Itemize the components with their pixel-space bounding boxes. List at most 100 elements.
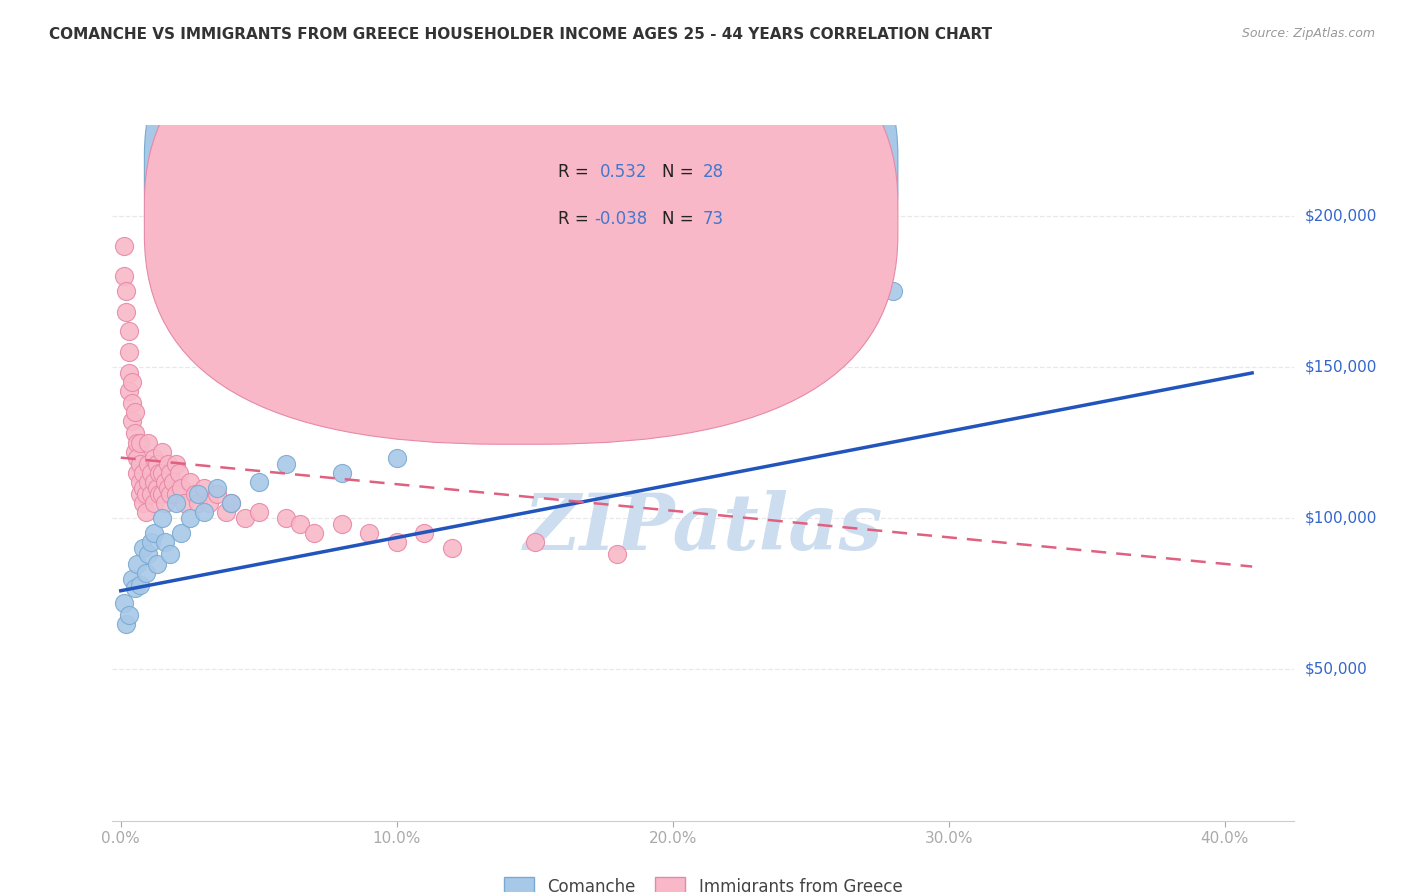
Point bbox=[145, 481, 167, 495]
Point bbox=[139, 535, 162, 549]
Point bbox=[156, 457, 179, 471]
Point bbox=[165, 496, 187, 510]
Point bbox=[150, 444, 173, 458]
Point bbox=[142, 526, 165, 541]
Point bbox=[127, 466, 149, 480]
Point bbox=[882, 285, 904, 299]
Point bbox=[132, 496, 155, 510]
Text: ZIPatlas: ZIPatlas bbox=[523, 491, 883, 566]
Point bbox=[135, 566, 157, 580]
Point bbox=[124, 444, 146, 458]
Point bbox=[139, 487, 162, 501]
Point bbox=[129, 435, 152, 450]
Point bbox=[276, 511, 298, 525]
Point bbox=[187, 487, 209, 501]
Text: $100,000: $100,000 bbox=[1305, 510, 1376, 525]
Text: -0.038: -0.038 bbox=[595, 210, 648, 227]
Point bbox=[193, 481, 215, 495]
Point bbox=[179, 475, 201, 489]
Point bbox=[129, 475, 152, 489]
Point bbox=[198, 496, 221, 510]
Point bbox=[162, 475, 184, 489]
FancyBboxPatch shape bbox=[485, 145, 786, 253]
Text: 28: 28 bbox=[703, 163, 724, 181]
Text: N =: N = bbox=[662, 163, 699, 181]
Point bbox=[385, 450, 408, 465]
Point bbox=[145, 457, 167, 471]
Point bbox=[165, 487, 187, 501]
Point bbox=[153, 475, 176, 489]
Point bbox=[132, 466, 155, 480]
Point bbox=[115, 305, 138, 319]
Point bbox=[121, 414, 143, 428]
Point bbox=[330, 517, 353, 532]
Point bbox=[219, 496, 242, 510]
Point bbox=[276, 457, 298, 471]
Point bbox=[132, 541, 155, 556]
Text: $200,000: $200,000 bbox=[1305, 208, 1376, 223]
Point bbox=[112, 269, 135, 284]
Point bbox=[115, 617, 138, 632]
Text: $150,000: $150,000 bbox=[1305, 359, 1376, 375]
Legend: Comanche, Immigrants from Greece: Comanche, Immigrants from Greece bbox=[496, 871, 910, 892]
Point bbox=[219, 496, 242, 510]
Point bbox=[138, 548, 160, 562]
Point bbox=[142, 450, 165, 465]
Point bbox=[330, 466, 353, 480]
FancyBboxPatch shape bbox=[145, 0, 898, 444]
Point bbox=[159, 487, 181, 501]
Point bbox=[247, 505, 270, 519]
Point bbox=[124, 405, 146, 419]
Point bbox=[112, 239, 135, 253]
Point bbox=[129, 577, 152, 591]
Point bbox=[145, 557, 167, 571]
Point bbox=[127, 450, 149, 465]
Text: N =: N = bbox=[662, 210, 699, 227]
Text: R =: R = bbox=[558, 163, 593, 181]
Point bbox=[247, 475, 270, 489]
FancyBboxPatch shape bbox=[145, 0, 898, 398]
Point bbox=[233, 511, 256, 525]
Point bbox=[118, 384, 141, 398]
Text: R =: R = bbox=[558, 210, 593, 227]
Point bbox=[173, 496, 195, 510]
Point bbox=[118, 324, 141, 338]
Point bbox=[179, 511, 201, 525]
Point bbox=[153, 535, 176, 549]
Point bbox=[153, 496, 176, 510]
Point bbox=[170, 481, 193, 495]
Point bbox=[124, 581, 146, 595]
Point bbox=[127, 435, 149, 450]
Point bbox=[121, 375, 143, 389]
Point bbox=[118, 607, 141, 622]
Point bbox=[115, 285, 138, 299]
Text: Source: ZipAtlas.com: Source: ZipAtlas.com bbox=[1241, 27, 1375, 40]
Text: 0.532: 0.532 bbox=[600, 163, 648, 181]
Point bbox=[148, 466, 170, 480]
Point bbox=[150, 511, 173, 525]
Point bbox=[121, 396, 143, 410]
Point bbox=[359, 526, 381, 541]
Point bbox=[385, 535, 408, 549]
Point bbox=[138, 457, 160, 471]
Point bbox=[150, 466, 173, 480]
Text: $50,000: $50,000 bbox=[1305, 662, 1368, 677]
Point bbox=[132, 481, 155, 495]
Point bbox=[606, 548, 628, 562]
Point bbox=[207, 481, 229, 495]
Point bbox=[135, 487, 157, 501]
Point bbox=[156, 481, 179, 495]
Point bbox=[167, 466, 190, 480]
Point bbox=[121, 572, 143, 586]
Point bbox=[159, 466, 181, 480]
Point bbox=[440, 541, 463, 556]
Point bbox=[127, 557, 149, 571]
Point bbox=[150, 487, 173, 501]
Point bbox=[135, 505, 157, 519]
Point bbox=[523, 535, 546, 549]
Text: COMANCHE VS IMMIGRANTS FROM GREECE HOUSEHOLDER INCOME AGES 25 - 44 YEARS CORRELA: COMANCHE VS IMMIGRANTS FROM GREECE HOUSE… bbox=[49, 27, 993, 42]
Point bbox=[302, 526, 325, 541]
Point bbox=[165, 457, 187, 471]
Text: 73: 73 bbox=[703, 210, 724, 227]
Point bbox=[129, 487, 152, 501]
